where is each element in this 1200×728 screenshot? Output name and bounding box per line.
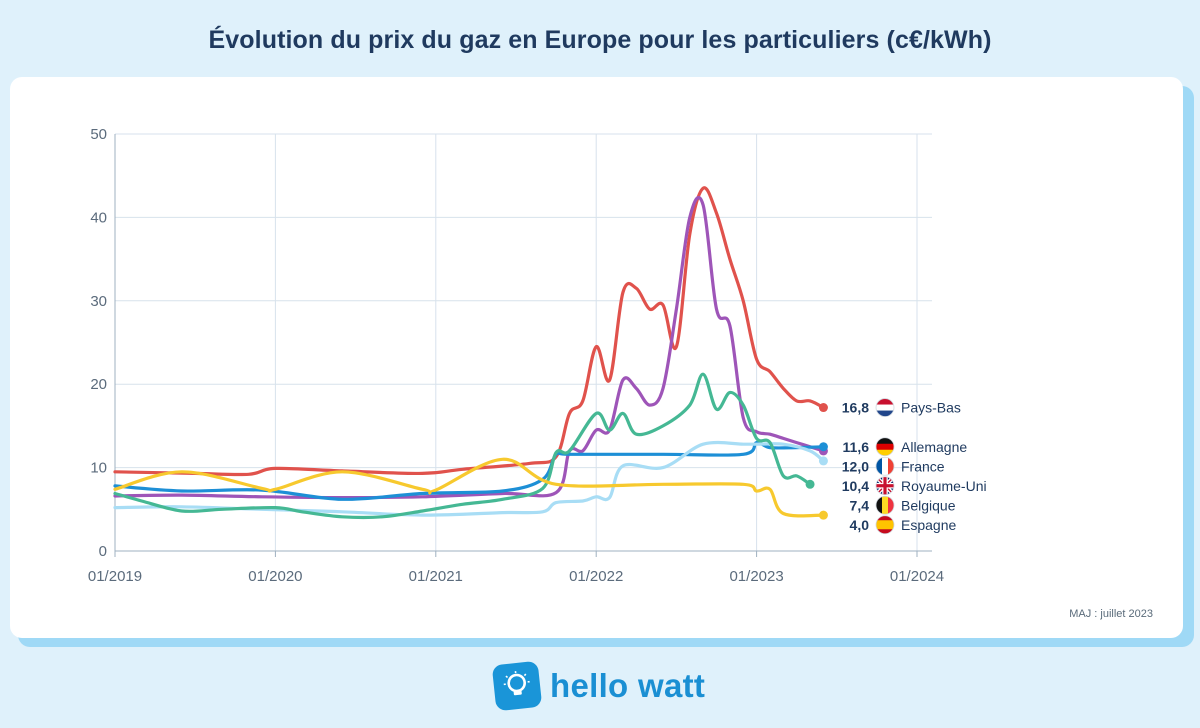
legend: 16,8 Pays-Bas 11,6 Allemagne 12,0 France 10,4 R… — [842, 398, 987, 535]
legend-label: Allemagne — [901, 439, 967, 455]
legend-value: 16,8 — [842, 400, 869, 416]
series-line-royaume-uni — [113, 440, 825, 517]
series-lines — [113, 186, 828, 520]
y-tick-label: 10 — [90, 460, 107, 477]
series-line-pays-bas — [113, 186, 825, 477]
netherlands-flag-icon — [876, 398, 894, 417]
axes: 0 10 20 30 40 50 01/2019 01/2020 01/2021 01/2022 0… — [88, 126, 944, 585]
series-line-belgique — [113, 372, 812, 520]
x-tick-label: 01/2020 — [248, 568, 302, 585]
series-end-point — [818, 403, 828, 413]
y-tick-label: 40 — [90, 209, 107, 226]
legend-item: 4,0 Espagne — [850, 515, 956, 535]
update-note: MAJ : juillet 2023 — [1069, 608, 1153, 620]
uk-flag-icon — [876, 476, 894, 495]
brand-logo[interactable]: hello watt — [491, 660, 706, 712]
legend-item: 12,0 France — [842, 456, 945, 476]
france-flag-icon — [876, 457, 894, 476]
lightbulb-icon — [491, 660, 543, 712]
chart-title: Évolution du prix du gaz en Europe pour … — [208, 26, 992, 54]
legend-item: 7,4 Belgique — [850, 495, 956, 515]
legend-label: Belgique — [901, 497, 956, 513]
series-end-point — [818, 510, 828, 520]
legend-value: 11,6 — [843, 439, 870, 455]
x-tick-label: 01/2024 — [890, 568, 944, 585]
brand-name: hello watt — [550, 667, 706, 704]
y-tick-label: 0 — [99, 543, 107, 560]
legend-label: Espagne — [901, 517, 956, 533]
legend-item: 16,8 Pays-Bas — [842, 398, 961, 417]
legend-label: Royaume-Uni — [901, 478, 987, 494]
legend-label: France — [901, 458, 945, 474]
y-tick-label: 20 — [90, 376, 107, 393]
series-end-point — [805, 479, 815, 489]
germany-flag-icon — [876, 437, 894, 456]
series-end-point — [818, 456, 828, 466]
spain-flag-icon — [876, 515, 894, 534]
series-end-point — [818, 442, 828, 452]
legend-value: 4,0 — [850, 517, 870, 533]
series-line-france — [113, 195, 825, 500]
x-tick-label: 01/2022 — [569, 568, 623, 585]
x-tick-label: 01/2023 — [729, 568, 783, 585]
legend-item: 11,6 Allemagne — [843, 437, 967, 457]
legend-value: 7,4 — [850, 497, 870, 513]
belgium-flag-icon — [876, 496, 894, 515]
legend-value: 12,0 — [842, 458, 869, 474]
legend-label: Pays-Bas — [901, 400, 961, 416]
y-tick-label: 50 — [90, 126, 107, 143]
x-tick-label: 01/2019 — [88, 568, 142, 585]
y-tick-label: 30 — [90, 293, 107, 310]
legend-item: 10,4 Royaume-Uni — [842, 476, 987, 496]
x-tick-label: 01/2021 — [409, 568, 463, 585]
series-line-espagne — [113, 457, 825, 518]
legend-value: 10,4 — [842, 478, 869, 494]
